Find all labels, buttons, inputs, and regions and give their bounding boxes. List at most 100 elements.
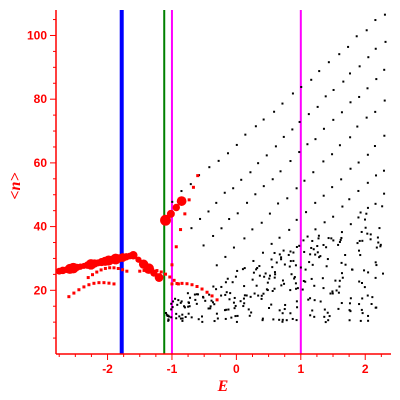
black-point	[371, 296, 374, 299]
black-point	[338, 144, 341, 147]
black-point	[321, 277, 324, 280]
black-point	[202, 295, 205, 298]
black-point	[304, 268, 307, 271]
black-point	[207, 307, 210, 310]
black-point	[309, 314, 312, 317]
black-point	[322, 194, 325, 197]
black-point	[252, 259, 255, 262]
black-point	[167, 314, 170, 317]
black-point	[261, 317, 264, 320]
black-point	[207, 210, 210, 213]
black-point	[349, 136, 352, 139]
red-point	[168, 275, 172, 279]
black-point	[245, 294, 248, 297]
black-point	[338, 279, 341, 282]
black-point	[190, 316, 193, 319]
black-point	[301, 288, 304, 291]
black-point	[236, 269, 239, 272]
red-point	[195, 285, 199, 289]
black-point	[266, 281, 269, 284]
black-point	[215, 288, 218, 291]
black-point	[375, 264, 378, 267]
black-point	[341, 276, 344, 279]
black-point	[358, 280, 361, 283]
black-point	[359, 211, 362, 214]
black-point	[224, 255, 227, 258]
black-point	[234, 304, 237, 307]
black-point	[332, 215, 335, 218]
black-point	[358, 65, 361, 68]
black-point	[224, 293, 227, 296]
black-point	[349, 297, 352, 300]
black-point	[270, 242, 273, 245]
black-point	[212, 285, 215, 288]
black-point	[360, 282, 363, 285]
black-point	[255, 268, 258, 271]
red-point	[170, 282, 174, 286]
black-point	[228, 218, 231, 221]
red-point	[183, 212, 187, 216]
y-axis-label: <n>	[7, 172, 24, 199]
black-point	[180, 300, 183, 303]
black-point	[327, 319, 330, 322]
black-point	[181, 317, 184, 320]
black-point	[348, 319, 351, 322]
black-point	[273, 271, 276, 274]
black-point	[170, 308, 173, 311]
black-point	[329, 292, 332, 295]
black-point	[181, 319, 184, 322]
red-large-point	[172, 203, 180, 212]
black-point	[303, 250, 306, 253]
black-point	[232, 187, 235, 190]
black-point	[356, 125, 359, 128]
black-point	[308, 261, 311, 264]
red-point	[112, 282, 116, 286]
black-point	[181, 313, 184, 316]
black-point	[208, 166, 211, 169]
black-point	[220, 285, 223, 288]
black-point	[268, 277, 271, 280]
black-point	[293, 277, 296, 280]
black-point	[341, 205, 344, 208]
black-point	[331, 186, 334, 189]
black-point	[358, 95, 361, 98]
black-point	[262, 185, 265, 188]
black-point	[340, 231, 343, 234]
black-point	[289, 260, 292, 263]
black-point	[323, 221, 326, 224]
vertical-lines	[119, 10, 302, 354]
black-point	[340, 178, 343, 181]
black-point	[324, 95, 327, 98]
black-point	[263, 275, 266, 278]
black-point	[344, 263, 347, 266]
black-point	[241, 268, 244, 271]
black-point	[314, 253, 317, 256]
red-point	[196, 174, 200, 178]
black-point	[382, 169, 385, 172]
red-point	[205, 290, 209, 294]
black-point	[280, 258, 283, 261]
black-point	[322, 287, 325, 290]
black-point	[212, 234, 215, 237]
black-point	[331, 153, 334, 156]
black-point	[280, 284, 283, 287]
black-point	[230, 316, 233, 319]
black-point	[337, 307, 340, 310]
black-point	[251, 228, 254, 231]
black-point	[289, 289, 292, 292]
y-tick-label: 100	[27, 28, 47, 42]
black-point	[363, 269, 366, 272]
data-points	[55, 13, 387, 324]
black-point	[340, 236, 343, 239]
black-point	[375, 174, 378, 177]
black-point	[359, 254, 362, 257]
black-point	[268, 274, 271, 277]
black-point	[349, 167, 352, 170]
black-point	[374, 306, 377, 309]
black-point	[332, 88, 335, 91]
red-point	[138, 269, 142, 273]
black-point	[282, 249, 285, 252]
black-point	[254, 125, 257, 128]
black-point	[216, 317, 219, 320]
black-point	[331, 290, 334, 293]
